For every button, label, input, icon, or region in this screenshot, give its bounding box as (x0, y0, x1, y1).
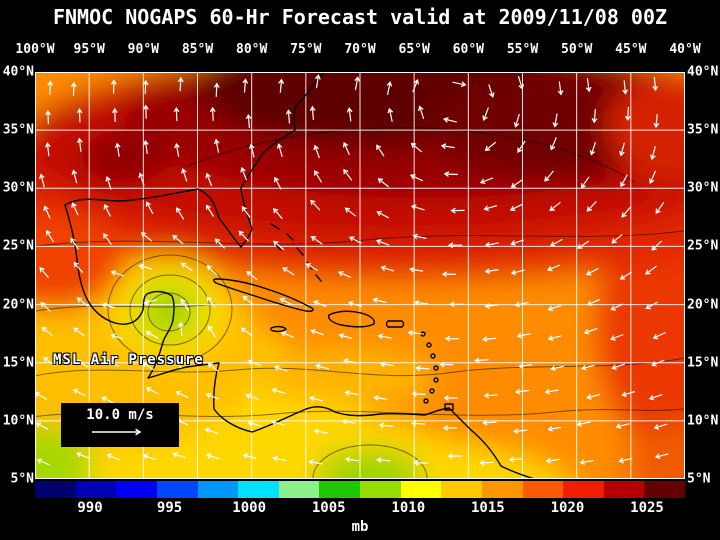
wind-scale-label: 10.0 m/s (61, 407, 179, 423)
latitude-label: 5°N (687, 472, 720, 487)
legend-swatch (604, 481, 645, 498)
legend-unit: mb (35, 519, 685, 535)
latitude-label: 30°N (1, 181, 34, 196)
legend-colorbar (35, 481, 685, 498)
latitude-label: 20°N (687, 297, 720, 312)
wind-scale-box: 10.0 m/s (61, 403, 179, 447)
legend-swatch (238, 481, 279, 498)
legend-tick-label: 1020 (551, 500, 585, 516)
longitude-label: 75°W (290, 42, 321, 57)
longitude-label: 95°W (74, 42, 105, 57)
legend-swatch (116, 481, 157, 498)
longitude-label: 80°W (236, 42, 267, 57)
legend-swatch (157, 481, 198, 498)
legend-tick-label: 1015 (471, 500, 505, 516)
longitude-label: 40°W (669, 42, 700, 57)
legend-tick-label: 1025 (630, 500, 664, 516)
longitude-label: 70°W (344, 42, 375, 57)
legend-tick-label: 1010 (391, 500, 425, 516)
wind-scale-arrow (88, 426, 152, 438)
latitude-label: 20°N (1, 297, 34, 312)
latitude-label: 35°N (687, 123, 720, 138)
latitude-label: 10°N (687, 413, 720, 428)
field-label: MSL Air Pressure (53, 352, 204, 368)
page-title: FNMOC NOGAPS 60-Hr Forecast valid at 200… (0, 5, 720, 29)
latitude-axis-left: 40°N35°N30°N25°N20°N15°N10°N5°N (1, 72, 34, 479)
longitude-axis: 100°W95°W90°W85°W80°W75°W70°W65°W60°W55°… (35, 42, 685, 58)
latitude-label: 5°N (1, 472, 34, 487)
legend-tick-label: 990 (77, 500, 102, 516)
longitude-label: 65°W (399, 42, 430, 57)
legend-swatch (319, 481, 360, 498)
legend-swatch (401, 481, 442, 498)
legend-ticks: 990995100010051010101510201025 (90, 500, 647, 516)
legend-swatch (441, 481, 482, 498)
latitude-label: 40°N (687, 65, 720, 80)
legend-tick-label: 1005 (312, 500, 346, 516)
legend-swatch (360, 481, 401, 498)
latitude-label: 15°N (1, 355, 34, 370)
legend-tick-label: 995 (157, 500, 182, 516)
longitude-label: 55°W (507, 42, 538, 57)
latitude-label: 35°N (1, 123, 34, 138)
legend-swatch (198, 481, 239, 498)
legend-swatch (482, 481, 523, 498)
latitude-axis-right: 40°N35°N30°N25°N20°N15°N10°N5°N (687, 72, 720, 479)
longitude-label: 100°W (15, 42, 54, 57)
longitude-label: 90°W (128, 42, 159, 57)
legend-swatch (644, 481, 685, 498)
legend-swatch (523, 481, 564, 498)
latitude-label: 25°N (687, 239, 720, 254)
legend-tick-label: 1000 (232, 500, 266, 516)
legend-swatch (563, 481, 604, 498)
longitude-label: 60°W (453, 42, 484, 57)
legend-swatch (279, 481, 320, 498)
longitude-label: 45°W (615, 42, 646, 57)
longitude-label: 50°W (561, 42, 592, 57)
latitude-label: 25°N (1, 239, 34, 254)
map-canvas: MSL Air Pressure 10.0 m/s (35, 72, 685, 479)
latitude-label: 30°N (687, 181, 720, 196)
latitude-label: 40°N (1, 65, 34, 80)
latitude-label: 10°N (1, 413, 34, 428)
legend-swatch (76, 481, 117, 498)
latitude-label: 15°N (687, 355, 720, 370)
longitude-label: 85°W (182, 42, 213, 57)
weather-map-page: FNMOC NOGAPS 60-Hr Forecast valid at 200… (0, 0, 720, 540)
legend-swatch (35, 481, 76, 498)
